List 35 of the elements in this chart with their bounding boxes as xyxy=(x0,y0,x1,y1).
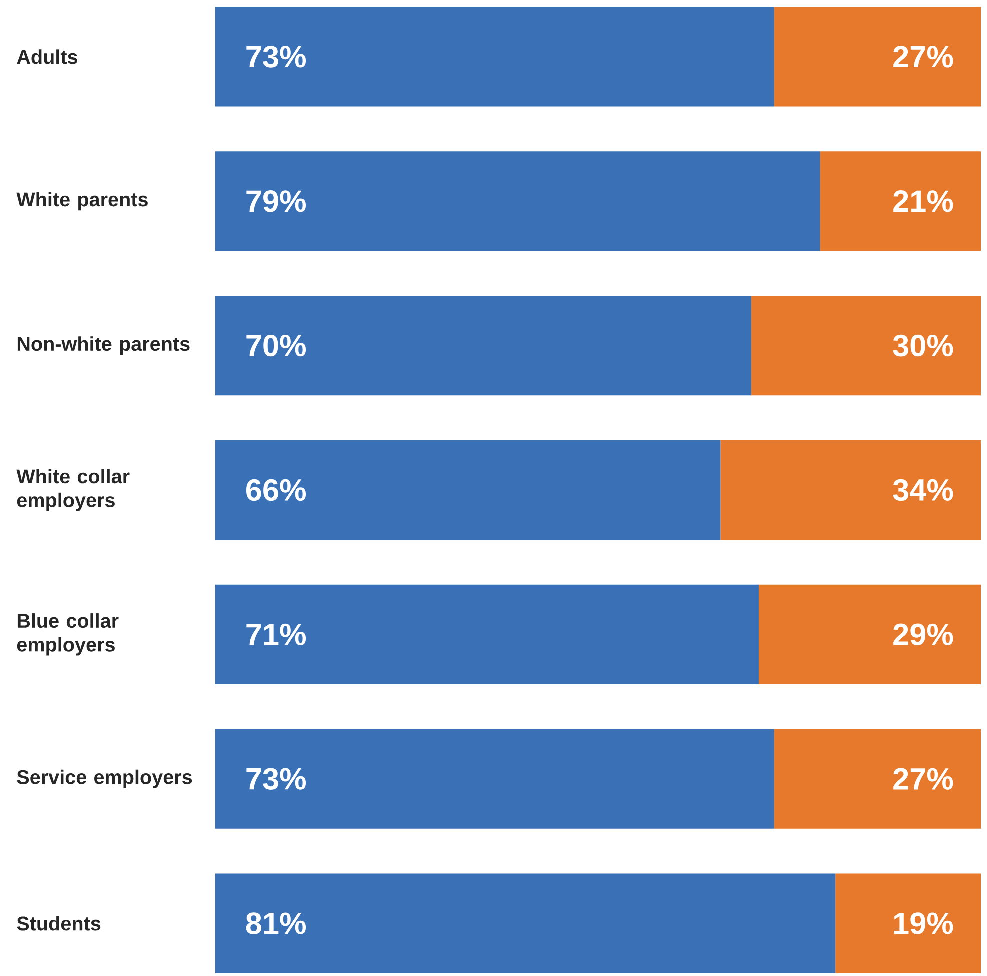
bar xyxy=(215,730,774,830)
bar xyxy=(820,152,982,252)
bar xyxy=(215,874,836,974)
bar xyxy=(774,730,982,830)
data-label: 73% xyxy=(246,768,306,790)
bar xyxy=(215,296,752,396)
bar xyxy=(774,7,982,108)
data-label: 21% xyxy=(894,190,954,212)
data-label: 19% xyxy=(894,912,954,935)
bar xyxy=(215,440,721,540)
bar xyxy=(215,152,820,252)
bar xyxy=(758,585,982,685)
bar xyxy=(751,296,982,396)
bar xyxy=(215,7,774,108)
y-tick-label: Non-white parents xyxy=(18,336,190,356)
y-tick-label: White collar employers xyxy=(16,469,130,512)
bar xyxy=(215,585,759,685)
y-tick-label: Service employers xyxy=(17,770,192,789)
data-label: 34% xyxy=(893,480,954,502)
data-label: 81% xyxy=(246,912,306,935)
data-label: 70% xyxy=(246,335,306,357)
data-label: 27% xyxy=(894,768,954,790)
data-label: 27% xyxy=(894,46,954,68)
data-label: 66% xyxy=(246,480,306,502)
y-tick-label: White parents xyxy=(16,192,148,211)
y-tick-label: Blue collar employers xyxy=(17,614,119,656)
y-tick-label: Adults xyxy=(17,50,78,64)
y-tick-label: Students xyxy=(17,916,101,932)
bar xyxy=(720,440,982,540)
data-label: 29% xyxy=(894,624,954,646)
bar xyxy=(836,874,982,974)
data-label: 73% xyxy=(246,46,306,68)
data-label: 30% xyxy=(893,335,954,357)
data-label: 71% xyxy=(246,624,306,646)
data-label: 79% xyxy=(246,190,306,212)
